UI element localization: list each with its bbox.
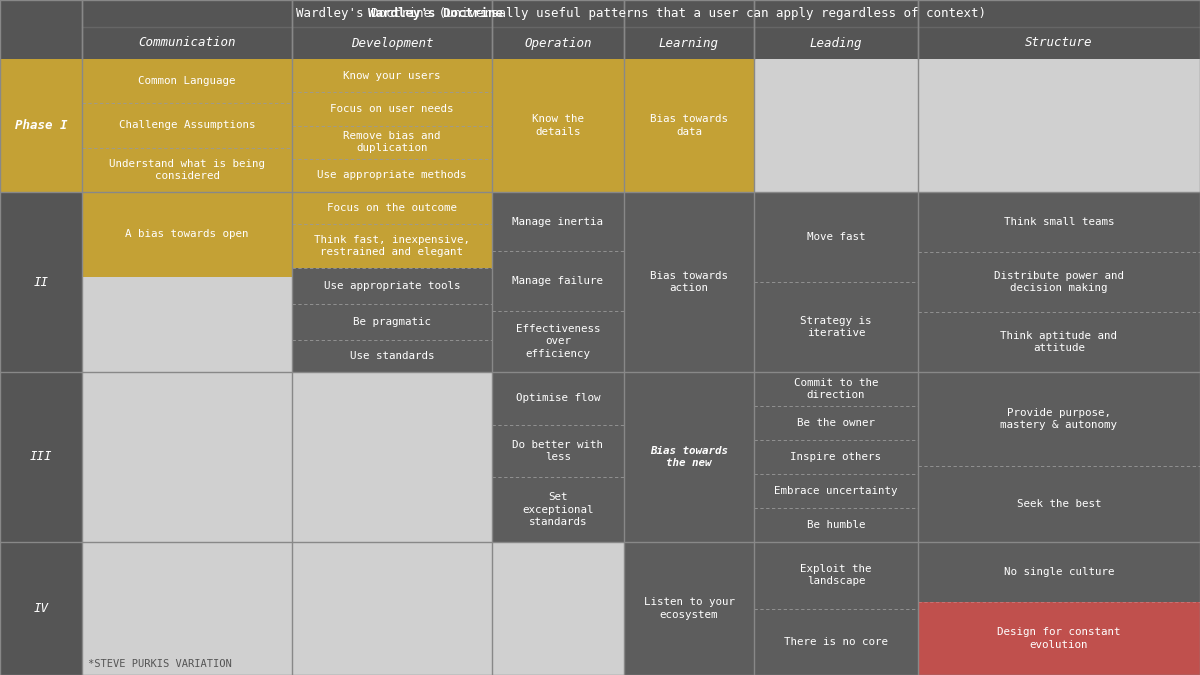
Text: Commit to the
direction: Commit to the direction	[793, 378, 878, 400]
Bar	[82, 542, 624, 675]
Bar	[0, 59, 754, 192]
Text: Set
exceptional
standards: Set exceptional standards	[522, 492, 594, 527]
Text: Use appropriate tools: Use appropriate tools	[324, 281, 461, 291]
Text: Bias towards
the new: Bias towards the new	[650, 446, 728, 468]
Text: Know your users: Know your users	[343, 71, 440, 80]
Bar	[82, 277, 292, 372]
Bar	[0, 27, 1200, 59]
Text: Bias towards
action: Bias towards action	[650, 271, 728, 293]
Text: Move fast: Move fast	[806, 232, 865, 242]
Text: Think fast, inexpensive,
restrained and elegant: Think fast, inexpensive, restrained and …	[314, 235, 470, 257]
Bar	[0, 542, 82, 675]
Text: III: III	[30, 450, 53, 464]
Text: Manage failure: Manage failure	[512, 276, 604, 286]
Text: *STEVE PURKIS VARIATION: *STEVE PURKIS VARIATION	[88, 659, 232, 669]
Bar	[0, 372, 82, 542]
Text: Structure: Structure	[1025, 36, 1093, 49]
Text: Common Language: Common Language	[138, 76, 235, 86]
Text: Wardley's Doctrine (universally useful patterns that a user can apply regardless: Wardley's Doctrine (universally useful p…	[296, 7, 986, 20]
Bar	[754, 372, 918, 542]
Bar	[918, 372, 1200, 542]
Text: There is no core: There is no core	[784, 637, 888, 647]
Text: Learning: Learning	[659, 36, 719, 49]
Text: Leading: Leading	[810, 36, 863, 49]
Bar	[754, 192, 918, 372]
Text: Bias towards
data: Bias towards data	[650, 114, 728, 137]
Text: II: II	[34, 275, 48, 288]
Bar	[0, 192, 82, 372]
Text: Be humble: Be humble	[806, 520, 865, 530]
Text: Embrace uncertainty: Embrace uncertainty	[774, 486, 898, 496]
Text: Challenge Assumptions: Challenge Assumptions	[119, 121, 256, 130]
Bar	[0, 0, 1200, 27]
Text: Focus on user needs: Focus on user needs	[330, 104, 454, 114]
Bar	[624, 372, 754, 542]
Text: Provide purpose,
mastery & autonomy: Provide purpose, mastery & autonomy	[1001, 408, 1117, 430]
Text: Remove bias and
duplication: Remove bias and duplication	[343, 131, 440, 153]
Bar	[624, 542, 754, 675]
Bar	[292, 192, 492, 267]
Text: Distribute power and
decision making: Distribute power and decision making	[994, 271, 1124, 293]
Text: Wardley's Doctrine: Wardley's Doctrine	[368, 7, 503, 20]
Bar	[918, 542, 1200, 602]
Bar	[918, 192, 1200, 372]
Text: Design for constant
evolution: Design for constant evolution	[997, 627, 1121, 649]
Text: Operation: Operation	[524, 36, 592, 49]
Text: Inspire others: Inspire others	[791, 452, 882, 462]
Text: Be the owner: Be the owner	[797, 418, 875, 428]
Text: Use standards: Use standards	[349, 351, 434, 361]
Text: A bias towards open: A bias towards open	[125, 230, 248, 240]
Text: Optimise flow: Optimise flow	[516, 394, 600, 404]
Text: Be pragmatic: Be pragmatic	[353, 317, 431, 327]
Bar	[918, 602, 1200, 675]
Bar	[754, 59, 1200, 192]
Bar	[624, 192, 754, 372]
Text: Focus on the outcome: Focus on the outcome	[326, 203, 457, 213]
Text: Development: Development	[350, 36, 433, 49]
Bar	[754, 542, 918, 675]
Text: Think small teams: Think small teams	[1003, 217, 1115, 227]
Text: Do better with
less: Do better with less	[512, 440, 604, 462]
Text: IV: IV	[34, 602, 48, 615]
Text: Manage inertia: Manage inertia	[512, 217, 604, 227]
Bar	[492, 372, 624, 542]
Text: Listen to your
ecosystem: Listen to your ecosystem	[643, 597, 734, 620]
Bar	[492, 192, 624, 372]
Text: Exploit the
landscape: Exploit the landscape	[800, 564, 871, 587]
Bar	[292, 267, 492, 372]
Text: Communication: Communication	[138, 36, 235, 49]
Text: Strategy is
iterative: Strategy is iterative	[800, 316, 871, 338]
Text: Seek the best: Seek the best	[1016, 499, 1102, 509]
Text: Understand what is being
considered: Understand what is being considered	[109, 159, 265, 181]
Text: No single culture: No single culture	[1003, 567, 1115, 577]
Bar	[82, 192, 292, 277]
Text: Phase I: Phase I	[14, 119, 67, 132]
Bar	[82, 372, 492, 542]
Text: Effectiveness
over
efficiency: Effectiveness over efficiency	[516, 324, 600, 359]
Text: Think aptitude and
attitude: Think aptitude and attitude	[1001, 331, 1117, 353]
Text: Know the
details: Know the details	[532, 114, 584, 137]
Text: Use appropriate methods: Use appropriate methods	[317, 170, 467, 180]
